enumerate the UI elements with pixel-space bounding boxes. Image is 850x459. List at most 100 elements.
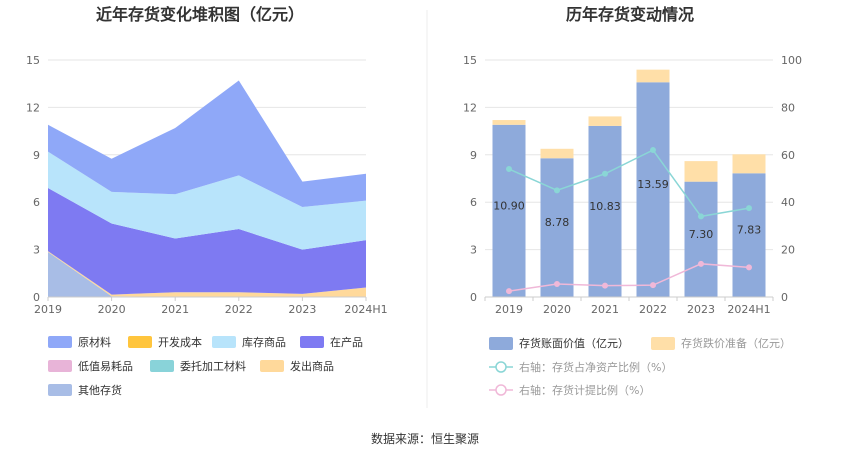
line-point-2 — [698, 213, 704, 220]
bar-impairment-reserve — [492, 120, 526, 125]
right-x-tick-label: 2024H1 — [727, 303, 770, 316]
left-x-tick-label: 2024H1 — [344, 303, 387, 316]
bar-impairment-reserve — [540, 148, 574, 159]
line-point-2 — [554, 187, 560, 194]
legend-swatch — [48, 384, 72, 396]
bar-impairment-reserve — [684, 161, 718, 182]
right-y-tick-label: 12 — [463, 101, 477, 114]
left-chart-axes: 0 3 6 9 12 15 2019 2020 2021 2022 2023 2024H1 — [26, 54, 388, 316]
right-y-tick-label: 6 — [470, 196, 477, 209]
left-y-tick-label: 0 — [33, 291, 40, 304]
area-series-7 — [48, 251, 366, 297]
bar-data-label: 7.30 — [689, 228, 714, 241]
right-x-tick-label: 2021 — [591, 303, 619, 316]
bar-impairment-reserve — [732, 154, 766, 174]
left-chart-areas — [48, 80, 366, 297]
left-chart-title: 近年存货变化堆积图（亿元） — [96, 5, 304, 24]
left-x-tick-label: 2022 — [225, 303, 253, 316]
right-y-tick-label: 15 — [463, 54, 477, 67]
line-point-3 — [602, 282, 608, 289]
left-y-tick-label: 15 — [26, 54, 40, 67]
legend-swatch — [150, 360, 174, 372]
legend-swatch — [48, 336, 72, 348]
data-source-label: 数据来源：恒生聚源 — [371, 431, 479, 446]
bar-data-label: 8.78 — [545, 216, 570, 229]
line-point-3 — [746, 264, 752, 271]
legend-label: 开发成本 — [158, 335, 202, 349]
legend-swatch — [48, 360, 72, 372]
right-y-tick-label: 3 — [470, 244, 477, 257]
left-x-tick-label: 2021 — [161, 303, 189, 316]
legend-label: 存货账面价值（亿元） — [519, 336, 629, 350]
left-x-tick-label: 2020 — [98, 303, 126, 316]
left-y-tick-label: 12 — [26, 101, 40, 114]
line-point-2 — [650, 147, 656, 154]
legend-label: 发出商品 — [290, 359, 334, 373]
legend-label: 右轴：存货占净资产比例（%） — [519, 360, 672, 374]
line-point-3 — [554, 280, 560, 287]
right-chart-lines — [506, 147, 752, 295]
legend-label: 存货跌价准备（亿元） — [681, 336, 791, 350]
left-y-tick-label: 9 — [33, 149, 40, 162]
right-y2-tick-label: 20 — [781, 244, 795, 257]
area-series-0 — [48, 80, 366, 207]
line-point-2 — [602, 170, 608, 177]
right-x-tick-label: 2022 — [639, 303, 667, 316]
legend-swatch — [212, 336, 236, 348]
legend-label: 在产品 — [330, 335, 363, 349]
bar-book-value — [540, 158, 574, 297]
legend-line-marker — [495, 384, 507, 396]
right-y2-tick-label: 80 — [781, 101, 795, 114]
bar-book-value — [492, 124, 526, 297]
right-y2-tick-label: 60 — [781, 149, 795, 162]
left-y-tick-label: 6 — [33, 196, 40, 209]
left-y-tick-label: 3 — [33, 244, 40, 257]
line-series-2 — [508, 149, 750, 218]
right-chart-axes: 0 3 6 9 12 15 0 20 40 60 80 100 2019 2020 2021 2022 2023… — [463, 54, 802, 316]
bar-book-value — [588, 125, 622, 297]
bar-data-label: 10.90 — [493, 199, 525, 212]
line-point-3 — [698, 260, 704, 267]
right-y-tick-label: 9 — [470, 149, 477, 162]
left-x-tick-label: 2019 — [34, 303, 62, 316]
bar-impairment-reserve — [588, 116, 622, 126]
right-y2-tick-label: 40 — [781, 196, 795, 209]
area-series-3 — [48, 187, 366, 295]
right-chart-grid — [485, 59, 773, 251]
legend-swatch — [489, 337, 513, 350]
right-y2-tick-label: 0 — [781, 291, 788, 304]
legend-label: 右轴：存货计提比例（%） — [519, 383, 650, 397]
bar-book-value — [732, 173, 766, 297]
bar-impairment-reserve — [636, 69, 670, 83]
right-x-tick-label: 2023 — [687, 303, 715, 316]
line-point-2 — [746, 205, 752, 212]
bar-data-label: 7.83 — [737, 224, 762, 237]
bar-data-label: 13.59 — [637, 178, 669, 191]
legend-label: 委托加工材料 — [180, 359, 246, 373]
legend-label: 其他存货 — [78, 383, 122, 397]
area-series-2 — [48, 151, 366, 250]
legend-swatch — [651, 337, 675, 350]
line-point-2 — [506, 166, 512, 173]
legend-line-marker — [495, 361, 507, 373]
legend-label: 低值易耗品 — [78, 360, 133, 373]
right-chart-title: 历年存货变动情况 — [566, 5, 694, 24]
legend-label: 库存商品 — [242, 335, 286, 349]
left-x-tick-label: 2023 — [288, 303, 316, 316]
bar-data-label: 10.83 — [589, 200, 621, 213]
right-chart-bars: 10.90 8.78 10.83 13.59 7.30 7.83 — [492, 69, 766, 297]
legend-label: 原材料 — [78, 335, 111, 349]
right-chart-legend: 存货账面价值（亿元） 存货跌价准备（亿元） 右轴：存货占净资产比例（%） 右轴：存货计… — [489, 336, 791, 397]
right-y2-tick-label: 100 — [781, 54, 802, 67]
right-x-tick-label: 2020 — [543, 303, 571, 316]
line-series-3 — [508, 263, 750, 292]
bar-book-value — [636, 82, 670, 297]
right-x-tick-label: 2019 — [495, 303, 523, 316]
legend-swatch — [260, 360, 284, 372]
line-point-3 — [650, 282, 656, 289]
area-series-6 — [48, 251, 366, 297]
legend-swatch — [128, 336, 152, 348]
legend-swatch — [300, 336, 324, 348]
